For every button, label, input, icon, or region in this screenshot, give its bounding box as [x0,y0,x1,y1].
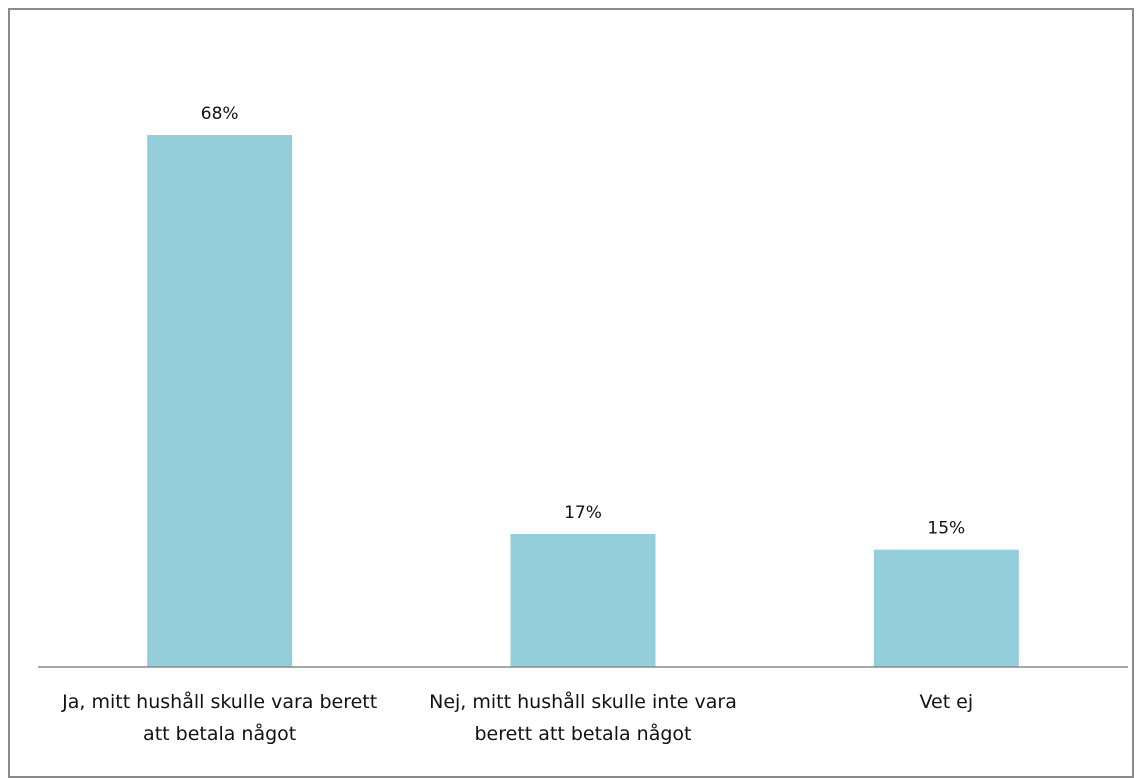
category-label-1-line-2: att betala något [143,722,296,745]
category-label-2-line-1: Nej, mitt hushåll skulle inte vara [429,690,737,713]
category-label-3-line-1: Vet ej [919,691,973,713]
bar-2 [510,534,656,667]
category-label-2-line-2: berett att betala något [475,722,692,745]
bar-chart: 68% Ja, mitt hushåll skulle vara berett at… [38,104,1128,745]
data-label-2: 17% [564,503,602,523]
data-label-3: 15% [927,519,965,539]
category-label-1-line-1: Ja, mitt hushåll skulle vara berett [61,690,377,713]
bar-3 [873,549,1019,667]
bar-1 [147,135,293,667]
data-label-1: 68% [201,104,239,124]
